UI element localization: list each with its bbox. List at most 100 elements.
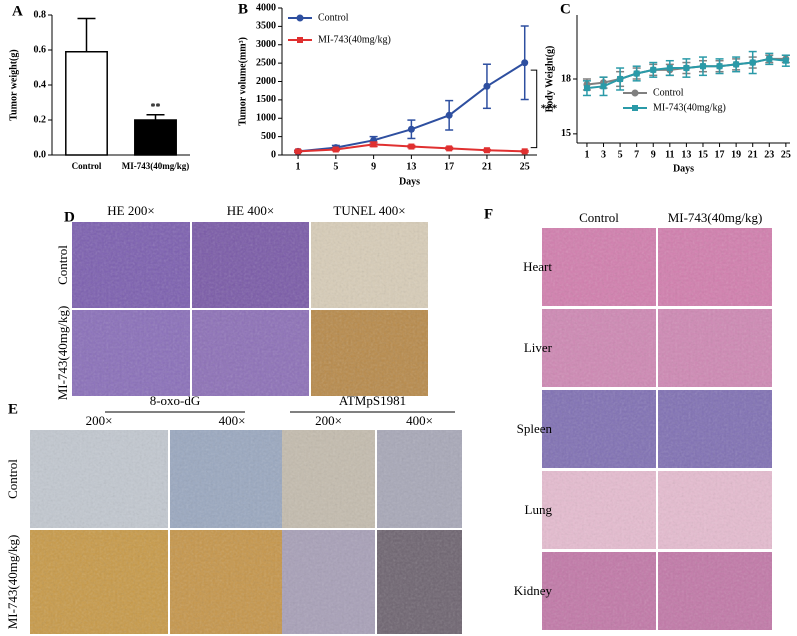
micrograph-texture: [377, 530, 462, 634]
x-tick-label: MI-743(40mg/kg): [122, 161, 190, 171]
legend-label: MI-743(40mg/kg): [318, 34, 391, 45]
micrograph-texture: [192, 222, 309, 308]
column-label: 400×: [219, 413, 246, 428]
micrograph-texture: [311, 222, 428, 308]
legend-label: Control: [653, 87, 684, 98]
x-tick-label: 1: [584, 149, 589, 160]
column-label: 400×: [406, 413, 433, 428]
y-tick-label: 2000: [256, 76, 276, 87]
y-tick-label: 0.8: [34, 9, 47, 20]
x-axis-label: Days: [399, 176, 420, 187]
point: [699, 63, 706, 70]
point: [295, 148, 302, 155]
micrograph-texture: [72, 310, 190, 396]
point: [683, 65, 690, 72]
point: [483, 82, 491, 90]
point: [633, 70, 640, 77]
micrograph-texture: [192, 310, 309, 396]
point: [483, 147, 490, 154]
point: [408, 143, 415, 150]
annotation: ***: [541, 102, 558, 114]
y-tick-label: 1500: [256, 94, 276, 105]
point: [782, 57, 789, 64]
row-label: Control: [55, 245, 70, 285]
micrograph-texture: [658, 228, 772, 306]
panel-label: D: [64, 209, 75, 225]
x-tick-label: 21: [748, 149, 758, 160]
micrograph-texture: [282, 430, 375, 528]
panel-label: C: [560, 1, 571, 17]
micrograph-texture: [30, 530, 168, 634]
group-label: ATMpS1981: [339, 393, 406, 408]
point: [666, 65, 673, 72]
x-tick-label: 23: [764, 149, 774, 160]
y-axis-label: Tumor weight(g): [8, 49, 19, 120]
micrograph-texture: [658, 552, 772, 630]
x-tick-label: 5: [618, 149, 623, 160]
y-tick-label: 4000: [256, 2, 276, 13]
micrograph-texture: [170, 430, 294, 528]
micrograph-texture: [377, 430, 462, 528]
y-tick-label: 0.4: [34, 79, 47, 90]
x-tick-label: 13: [681, 149, 691, 160]
legend-label: Control: [318, 12, 349, 23]
legend-marker: [296, 14, 304, 22]
column-label: Control: [579, 210, 619, 225]
x-tick-label: 25: [520, 161, 530, 172]
micrograph-texture: [658, 390, 772, 468]
bar: [65, 51, 108, 156]
x-axis-label: Days: [673, 163, 694, 174]
bar: [134, 119, 177, 156]
x-tick-label: 17: [715, 149, 725, 160]
point: [583, 85, 590, 92]
column-label: HE 400×: [227, 203, 274, 218]
micrograph-texture: [542, 309, 656, 387]
legend-marker: [297, 37, 303, 43]
micrograph-texture: [72, 222, 190, 308]
y-tick-label: 0.2: [34, 114, 47, 125]
point: [521, 148, 528, 155]
micrograph-texture: [542, 552, 656, 630]
point: [733, 61, 740, 68]
x-tick-label: 11: [665, 149, 674, 160]
x-tick-label: 7: [634, 149, 639, 160]
significance-bracket: [530, 69, 538, 149]
y-tick-label: 0: [271, 149, 276, 160]
point: [600, 83, 607, 90]
column-label: HE 200×: [107, 203, 154, 218]
point: [766, 55, 773, 62]
micrograph-texture: [658, 471, 772, 549]
legend-label: MI-743(40mg/kg): [653, 102, 726, 113]
x-tick-label: 1: [296, 161, 301, 172]
row-label: Spleen: [517, 421, 553, 436]
y-tick-label: 0.6: [34, 44, 47, 55]
y-axis-label: Body Weight(g): [544, 46, 555, 113]
y-tick-label: 1000: [256, 113, 276, 124]
point: [650, 66, 657, 73]
micrograph-texture: [658, 309, 772, 387]
point: [446, 145, 453, 152]
point: [332, 146, 339, 153]
point: [370, 141, 377, 148]
x-tick-label: 21: [482, 161, 492, 172]
row-label: Kidney: [514, 583, 553, 598]
row-label: MI-743(40mg/kg): [5, 535, 20, 630]
y-tick-label: 18: [561, 73, 571, 84]
panel-label: A: [12, 3, 23, 19]
column-label: 200×: [315, 413, 342, 428]
y-tick-label: 0.0: [34, 149, 47, 160]
legend-marker: [632, 105, 638, 111]
micrograph-texture: [542, 471, 656, 549]
micrograph-texture: [282, 530, 375, 634]
micrograph-texture: [311, 310, 428, 396]
x-tick-label: 9: [651, 149, 656, 160]
micrograph-texture: [30, 430, 168, 528]
x-tick-label: 5: [333, 161, 338, 172]
x-tick-label: Control: [72, 161, 102, 171]
panel-label: B: [238, 1, 248, 17]
point: [445, 111, 453, 119]
column-label: 200×: [86, 413, 113, 428]
column-label: TUNEL 400×: [333, 203, 405, 218]
y-tick-label: 3500: [256, 21, 276, 32]
